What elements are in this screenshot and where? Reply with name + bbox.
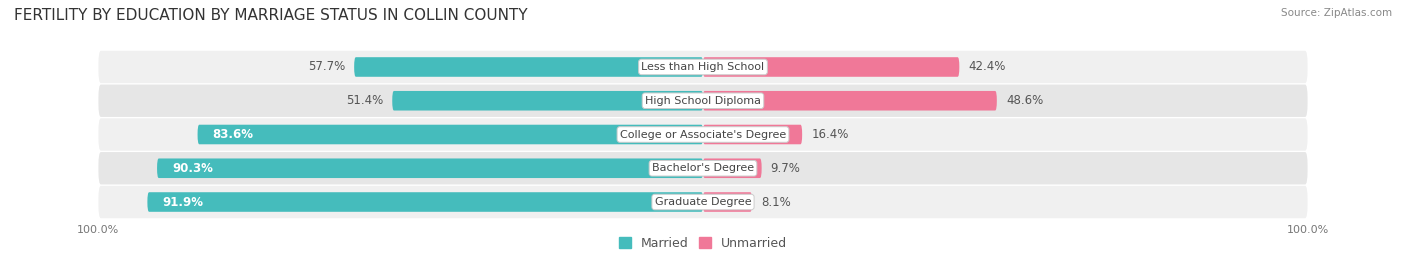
- FancyBboxPatch shape: [98, 51, 1308, 83]
- Text: 8.1%: 8.1%: [761, 196, 790, 208]
- Text: High School Diploma: High School Diploma: [645, 96, 761, 106]
- FancyBboxPatch shape: [703, 57, 959, 77]
- Text: Graduate Degree: Graduate Degree: [655, 197, 751, 207]
- Text: 90.3%: 90.3%: [172, 162, 214, 175]
- FancyBboxPatch shape: [354, 57, 703, 77]
- Text: 9.7%: 9.7%: [770, 162, 800, 175]
- Text: Less than High School: Less than High School: [641, 62, 765, 72]
- Text: 16.4%: 16.4%: [811, 128, 849, 141]
- FancyBboxPatch shape: [703, 192, 752, 212]
- FancyBboxPatch shape: [392, 91, 703, 111]
- FancyBboxPatch shape: [98, 152, 1308, 185]
- Text: 57.7%: 57.7%: [308, 61, 344, 73]
- FancyBboxPatch shape: [198, 125, 703, 144]
- Legend: Married, Unmarried: Married, Unmarried: [616, 234, 790, 252]
- Text: 42.4%: 42.4%: [969, 61, 1005, 73]
- Text: Bachelor's Degree: Bachelor's Degree: [652, 163, 754, 173]
- Text: 83.6%: 83.6%: [212, 128, 253, 141]
- Text: 51.4%: 51.4%: [346, 94, 384, 107]
- Text: College or Associate's Degree: College or Associate's Degree: [620, 129, 786, 140]
- Text: 48.6%: 48.6%: [1005, 94, 1043, 107]
- Text: FERTILITY BY EDUCATION BY MARRIAGE STATUS IN COLLIN COUNTY: FERTILITY BY EDUCATION BY MARRIAGE STATU…: [14, 8, 527, 23]
- Text: 91.9%: 91.9%: [163, 196, 204, 208]
- FancyBboxPatch shape: [148, 192, 703, 212]
- FancyBboxPatch shape: [703, 91, 997, 111]
- FancyBboxPatch shape: [98, 186, 1308, 218]
- FancyBboxPatch shape: [98, 84, 1308, 117]
- FancyBboxPatch shape: [157, 158, 703, 178]
- FancyBboxPatch shape: [703, 125, 803, 144]
- FancyBboxPatch shape: [98, 118, 1308, 151]
- FancyBboxPatch shape: [703, 158, 762, 178]
- Text: Source: ZipAtlas.com: Source: ZipAtlas.com: [1281, 8, 1392, 18]
